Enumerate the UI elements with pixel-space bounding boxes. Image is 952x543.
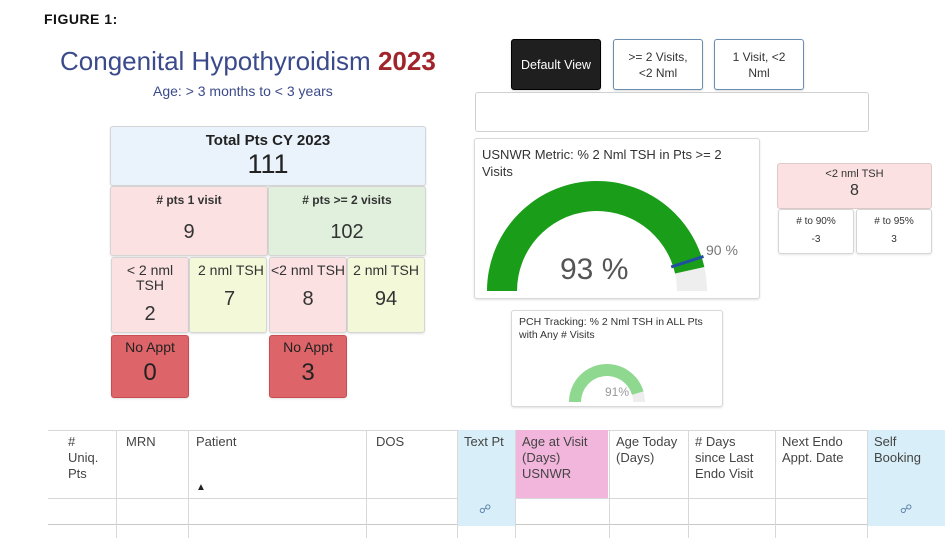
col-divider: [457, 430, 458, 538]
pch-gauge-chart: [569, 363, 645, 402]
two-visits-lt2-nml-card: <2 nml TSH 8: [269, 257, 347, 333]
page-title: Congenital Hypothyroidism 2023: [60, 46, 436, 77]
default-view-button[interactable]: Default View: [511, 39, 601, 90]
total-patients-card: Total Pts CY 2023 111: [110, 126, 426, 186]
total-patients-value: 111: [247, 149, 289, 179]
two-visits-card: # pts >= 2 visits 102: [268, 186, 426, 256]
usnwr-gauge-chart: [487, 181, 707, 291]
col-header-uniq-pts[interactable]: # Uniq. Pts: [68, 434, 99, 481]
col-self-booking-bg: [868, 430, 945, 526]
col-divider: [116, 430, 117, 538]
one-visit-no-appt-value: 0: [143, 359, 157, 386]
one-visit-view-button[interactable]: 1 Visit, <2 Nml: [714, 39, 804, 90]
col-header-mrn[interactable]: MRN: [126, 434, 156, 449]
figure-label: FIGURE 1:: [44, 11, 118, 27]
col-divider: [366, 430, 367, 538]
usnwr-gauge-value: 93 %: [560, 253, 629, 286]
total-patients-label: Total Pts CY 2023: [205, 132, 331, 149]
two-visits-lt2-nml-label: <2 nml TSH: [270, 262, 346, 278]
no-appt-label: No Appt: [125, 339, 175, 355]
two-visits-2-nml-value: 94: [374, 288, 398, 310]
two-visits-lt2-nml-value: 8: [302, 288, 314, 310]
to-90-card: # to 90% -3: [778, 209, 854, 254]
one-visit-lt2-nml-value: 2: [144, 303, 156, 325]
col-divider: [867, 430, 868, 538]
one-visit-no-appt-card[interactable]: No Appt 0: [111, 335, 189, 398]
one-visit-label: # pts 1 visit: [156, 193, 222, 207]
pch-gauge-fill: [569, 363, 644, 402]
one-visit-2-nml-label: 2 nml TSH: [198, 262, 264, 278]
usnwr-gauge-target-marker: [670, 254, 704, 269]
two-visits-no-appt-value: 3: [301, 359, 315, 386]
two-visits-view-button[interactable]: >= 2 Visits, <2 Nml: [613, 39, 703, 90]
col-header-days-since-endo[interactable]: # Days since Last Endo Visit: [695, 434, 754, 481]
col-age-usnwr-bg: [516, 430, 608, 498]
col-header-age-usnwr[interactable]: Age at Visit (Days) USNWR: [522, 434, 588, 481]
two-visits-2-nml-card: 2 nml TSH 94: [347, 257, 425, 333]
patient-table: # Uniq. Pts MRN Patient ▲ DOS Text Pt Ag…: [48, 420, 945, 538]
to-95-label: # to 95%: [874, 216, 914, 227]
one-visit-2-nml-card: 2 nml TSH 7: [189, 257, 267, 333]
page-title-year: 2023: [377, 46, 436, 76]
col-header-age-today[interactable]: Age Today (Days): [616, 434, 678, 465]
col-divider: [688, 430, 689, 538]
one-visit-value: 9: [183, 221, 195, 243]
two-visits-label: # pts >= 2 visits: [302, 193, 392, 207]
lt2-nml-tsh-value: 8: [850, 182, 859, 199]
one-visit-lt2-nml-card: < 2 nml TSH 2: [111, 257, 189, 333]
two-visits-2-nml-label: 2 nml TSH: [353, 262, 419, 278]
link-icon[interactable]: ☍: [479, 502, 492, 516]
one-visit-2-nml-value: 7: [224, 288, 236, 310]
col-header-self-booking[interactable]: Self Booking: [874, 434, 921, 465]
no-appt-label: No Appt: [283, 339, 333, 355]
usnwr-gauge-title: USNWR Metric: % 2 Nml TSH in Pts >= 2 Vi…: [482, 147, 722, 179]
col-divider: [188, 430, 189, 538]
to-95-value: 3: [891, 234, 897, 245]
col-text-pt-bg: [458, 430, 515, 526]
col-header-text-pt[interactable]: Text Pt: [464, 434, 504, 449]
lt2-nml-tsh-label: <2 nml TSH: [825, 168, 884, 180]
lt2-nml-tsh-card: <2 nml TSH 8: [777, 163, 932, 209]
age-range-subtitle: Age: > 3 months to < 3 years: [153, 83, 333, 99]
col-divider: [515, 430, 516, 538]
col-header-patient[interactable]: Patient: [196, 434, 237, 449]
two-visits-no-appt-card[interactable]: No Appt 3: [269, 335, 347, 398]
one-visit-card: # pts 1 visit 9: [110, 186, 268, 256]
to-95-card: # to 95% 3: [856, 209, 932, 254]
usnwr-gauge-target: 90 %: [706, 242, 738, 258]
col-header-dos[interactable]: DOS: [376, 434, 405, 449]
usnwr-gauge-fill: [487, 181, 705, 291]
sort-ascending-icon[interactable]: ▲: [196, 482, 206, 493]
pch-gauge-card: [511, 310, 723, 407]
filter-input[interactable]: [475, 92, 869, 132]
two-visits-value: 102: [330, 221, 364, 243]
page-title-text: Congenital Hypothyroidism: [60, 46, 371, 76]
link-icon[interactable]: ☍: [900, 502, 913, 516]
col-divider: [609, 430, 610, 538]
pch-gauge-title: PCH Tracking: % 2 Nml TSH in ALL Pts wit…: [519, 316, 703, 341]
one-visit-lt2-nml-label: < 2 nml TSH: [126, 262, 174, 293]
col-header-next-endo[interactable]: Next Endo Appt. Date: [782, 434, 844, 465]
to-90-value: -3: [811, 234, 821, 245]
col-divider: [775, 430, 776, 538]
to-90-label: # to 90%: [796, 216, 836, 227]
pch-gauge-value: 91%: [605, 385, 630, 399]
